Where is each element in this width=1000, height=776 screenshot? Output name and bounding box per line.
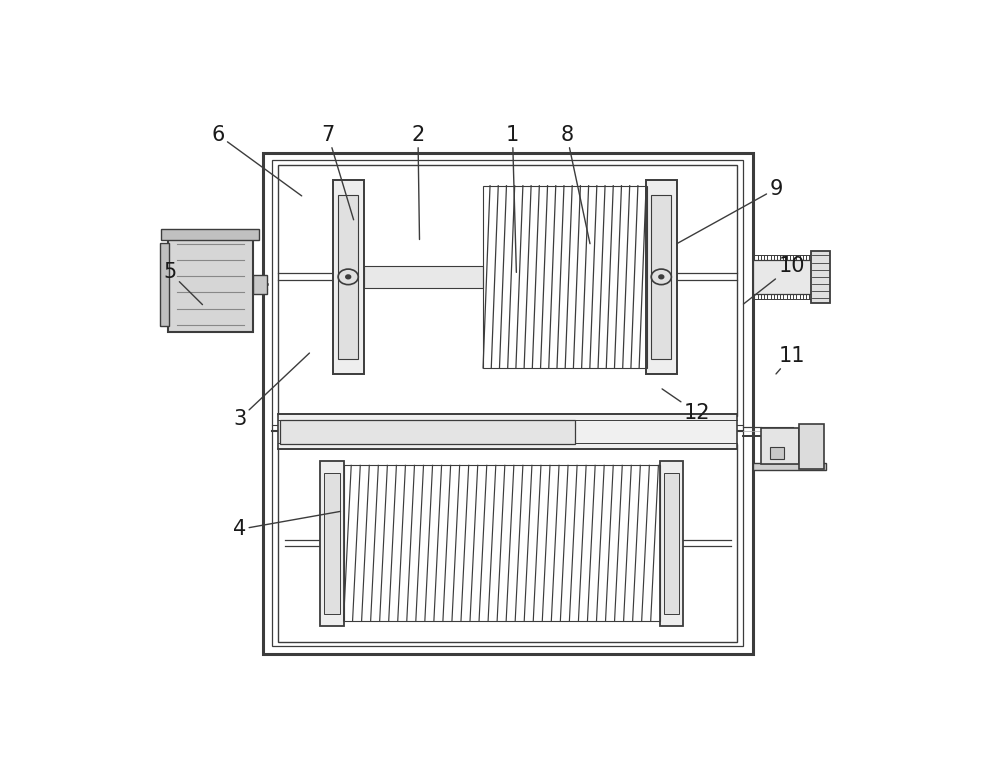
Bar bbox=[168, 237, 253, 332]
Bar bbox=[364, 266, 483, 288]
Bar bbox=[278, 445, 737, 642]
Text: 4: 4 bbox=[233, 511, 340, 539]
Bar bbox=[761, 428, 799, 464]
Text: 3: 3 bbox=[233, 353, 309, 429]
Bar bbox=[753, 463, 826, 470]
Text: 2: 2 bbox=[411, 125, 425, 240]
Bar bbox=[664, 473, 679, 614]
Text: 8: 8 bbox=[560, 125, 590, 244]
Bar bbox=[799, 424, 824, 469]
Bar bbox=[753, 260, 811, 293]
Bar bbox=[263, 153, 753, 653]
Bar bbox=[770, 448, 784, 459]
Bar bbox=[160, 243, 169, 326]
Text: 6: 6 bbox=[211, 125, 302, 196]
Text: 9: 9 bbox=[677, 178, 783, 244]
Bar bbox=[324, 473, 340, 614]
Bar bbox=[278, 414, 737, 449]
Text: 10: 10 bbox=[743, 256, 805, 304]
Bar bbox=[161, 229, 259, 240]
Text: 5: 5 bbox=[163, 262, 202, 305]
Bar bbox=[278, 165, 737, 416]
Bar bbox=[660, 461, 683, 625]
Bar bbox=[338, 195, 358, 359]
Bar bbox=[483, 185, 647, 368]
Bar bbox=[811, 251, 830, 303]
Circle shape bbox=[659, 275, 664, 279]
Bar bbox=[280, 420, 574, 444]
Text: 7: 7 bbox=[321, 125, 354, 220]
Bar bbox=[333, 180, 364, 374]
Bar bbox=[344, 466, 660, 621]
Bar bbox=[320, 461, 344, 625]
Text: 1: 1 bbox=[506, 125, 519, 272]
Text: 12: 12 bbox=[662, 389, 710, 423]
Bar bbox=[272, 160, 743, 646]
Text: 11: 11 bbox=[776, 346, 805, 374]
Bar bbox=[651, 195, 671, 359]
Circle shape bbox=[346, 275, 351, 279]
Bar bbox=[646, 180, 677, 374]
Bar bbox=[253, 275, 267, 294]
